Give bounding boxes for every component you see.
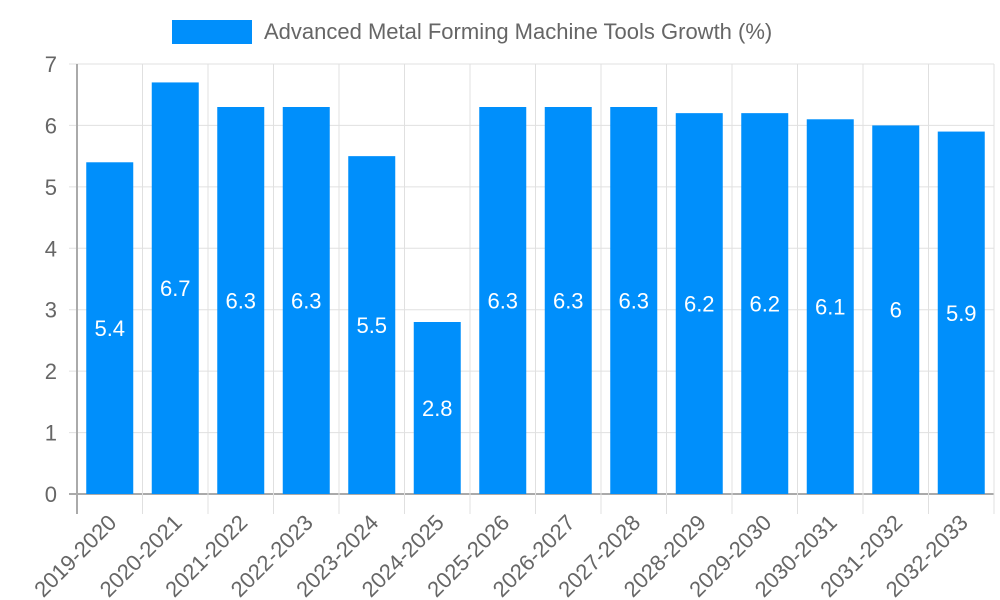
bar-value-label: 5.4 — [94, 316, 125, 341]
legend[interactable]: Advanced Metal Forming Machine Tools Gro… — [172, 18, 772, 46]
y-tick-label: 6 — [45, 113, 57, 138]
bar[interactable] — [806, 119, 854, 495]
bar-value-label: 6.3 — [553, 289, 584, 314]
bar-value-label: 6.3 — [487, 289, 518, 314]
bar-value-label: 5.5 — [356, 313, 387, 338]
bar-value-label: 6.3 — [225, 289, 256, 314]
bar[interactable] — [872, 125, 920, 494]
bar[interactable] — [217, 107, 265, 494]
bar-value-label: 6.3 — [618, 289, 649, 314]
bar[interactable] — [937, 131, 985, 495]
y-tick-label: 3 — [45, 298, 57, 323]
y-tick-label: 1 — [45, 421, 57, 446]
bar[interactable] — [544, 107, 592, 494]
legend-swatch — [172, 20, 252, 44]
bar[interactable] — [151, 82, 199, 494]
grid-lines — [69, 63, 995, 514]
bar-value-label: 6.1 — [815, 295, 846, 320]
bar[interactable] — [348, 156, 396, 494]
y-tick-label: 2 — [45, 359, 57, 384]
bar-value-label: 6.7 — [160, 276, 191, 301]
y-tick-label: 7 — [45, 52, 57, 77]
bar-value-label: 6.2 — [749, 292, 780, 317]
bar-value-label: 2.8 — [422, 396, 453, 421]
bars: 5.4 6.7 6.3 6.3 5.5 2.8 6.3 6.3 6.3 6.2 6.2 6.1 6 5.9 — [86, 82, 985, 495]
bar-value-label: 6.2 — [684, 292, 715, 317]
bar[interactable] — [675, 113, 723, 495]
y-tick-label: 0 — [45, 482, 57, 507]
legend-label: Advanced Metal Forming Machine Tools Gro… — [264, 19, 773, 44]
bar[interactable] — [479, 107, 527, 494]
bar[interactable] — [413, 322, 461, 494]
bar-value-label: 6 — [890, 298, 902, 323]
y-tick-label: 4 — [45, 236, 57, 261]
bar[interactable] — [741, 113, 789, 495]
y-tick-label: 5 — [45, 175, 57, 200]
bar-value-label: 5.9 — [946, 301, 977, 326]
bar[interactable] — [282, 107, 330, 494]
bar[interactable] — [610, 107, 658, 494]
bar-value-label: 6.3 — [291, 289, 322, 314]
bar[interactable] — [86, 162, 134, 495]
